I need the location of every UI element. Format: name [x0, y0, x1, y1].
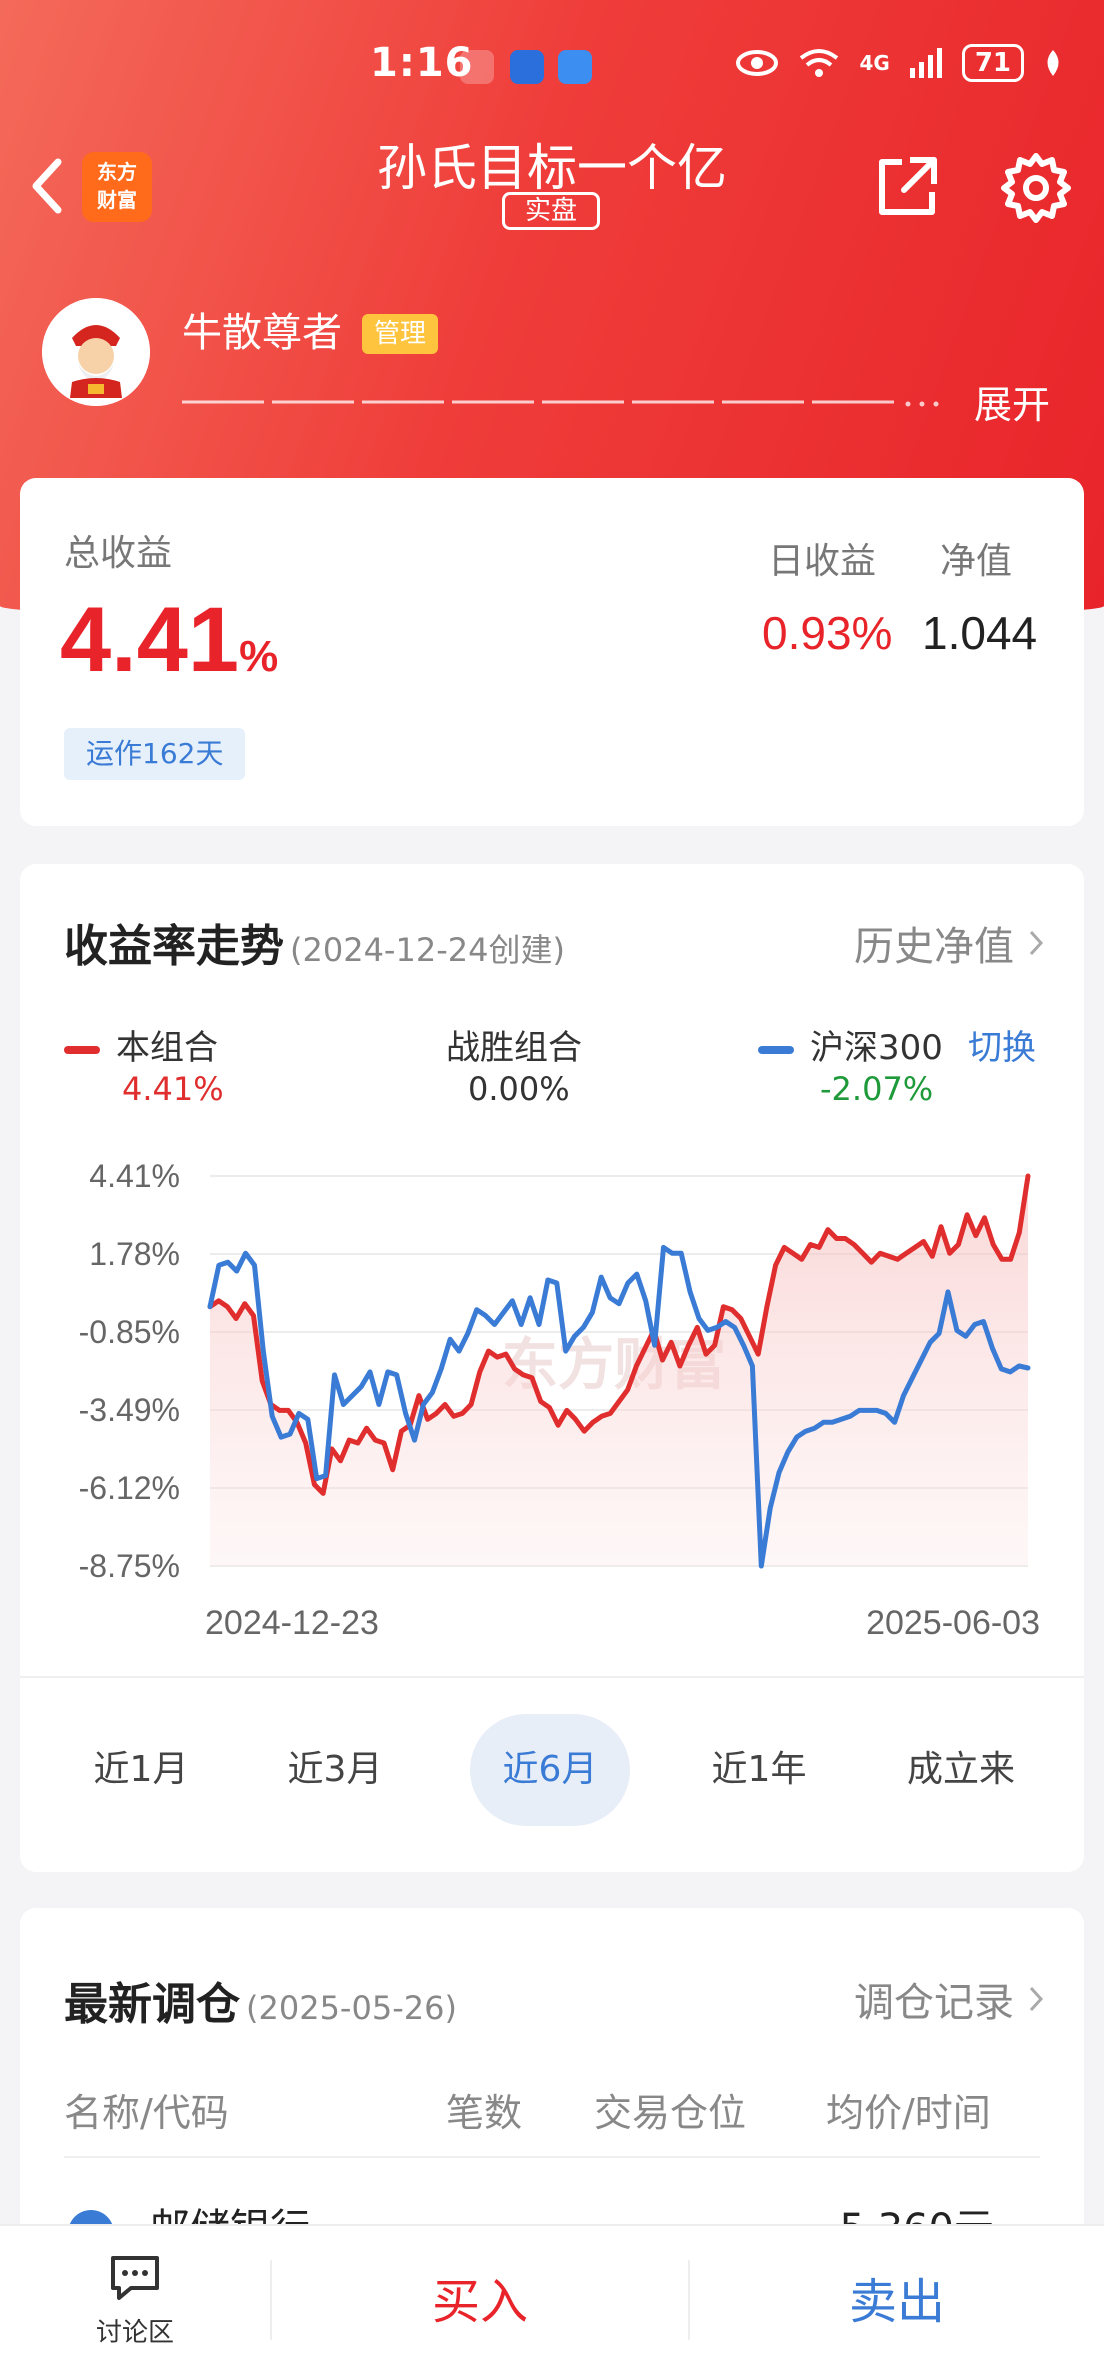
- running-days-badge: 运作162天: [64, 728, 246, 780]
- y-tick-label: -6.12%: [79, 1470, 180, 1506]
- battery-indicator: 71: [961, 44, 1024, 82]
- chevron-right-icon: [1029, 1986, 1044, 2012]
- x-tick-label: 2025-06-03: [866, 1604, 1040, 1642]
- weather-app-icon: [558, 50, 592, 84]
- chart-divider: [20, 1676, 1084, 1678]
- legend-portfolio-swatch: [64, 1045, 100, 1054]
- rebalance-record-link[interactable]: 调仓记录: [854, 1970, 1044, 2028]
- manager-badge: 管理: [362, 314, 439, 354]
- nav-value: 1.044: [922, 607, 1038, 659]
- total-return-value: 4.41%: [60, 588, 278, 693]
- col-position: 交易仓位: [594, 2091, 747, 2135]
- legend-hs300: 沪深300: [758, 1020, 943, 1069]
- real-trading-badge: 实盘: [502, 192, 600, 230]
- chevron-right-icon: [1029, 930, 1044, 956]
- rebalance-title-text: 最新调仓: [64, 1979, 240, 2030]
- legend-beat-name: 战胜组合: [446, 1028, 582, 1068]
- return-trend-chart[interactable]: 4.41%1.78%-0.85%-3.49%-6.12%-8.75%东方财富20…: [20, 864, 1084, 1644]
- fortune-god-icon: [42, 298, 150, 406]
- y-tick-label: -3.49%: [79, 1392, 180, 1428]
- separator: [688, 2260, 690, 2340]
- col-trades: 笔数: [446, 2091, 523, 2135]
- rebalance-date: (2025-05-26): [246, 1989, 457, 2027]
- legend-beat: 战胜组合: [446, 1020, 582, 1069]
- portfolio-series-line: [207, 1173, 1031, 1496]
- total-return-label: 总收益: [64, 533, 173, 574]
- gear-icon[interactable]: [998, 150, 1074, 226]
- trend-title-text: 收益率走势: [64, 921, 284, 972]
- daily-return-value: 0.93%: [762, 607, 893, 659]
- legend-portfolio: 本组合: [64, 1020, 218, 1069]
- period-tab-6m[interactable]: 近6月: [470, 1714, 630, 1826]
- trend-title: 收益率走势 (2024-12-24创建): [64, 910, 565, 974]
- total-return-number: 4.41: [60, 589, 240, 691]
- trend-card: 收益率走势 (2024-12-24创建) 历史净值 本组合 4.41% 战胜组合 …: [20, 864, 1084, 1872]
- share-icon[interactable]: [872, 152, 942, 222]
- signal-icon: [909, 48, 942, 78]
- history-nav-label: 历史净值: [854, 924, 1014, 970]
- discussion-button[interactable]: 讨论区: [90, 2252, 180, 2349]
- logo-text-bottom: 财富: [97, 188, 137, 212]
- period-tab-since-inception[interactable]: 成立来: [906, 1749, 1015, 1790]
- description-placeholder: [182, 400, 939, 407]
- avatar[interactable]: [42, 298, 150, 406]
- eye-icon: [736, 50, 779, 76]
- table-divider: [64, 2156, 1040, 2158]
- y-tick-label: 1.78%: [89, 1236, 180, 1272]
- network-label: 4G: [859, 51, 890, 75]
- rebalance-title: 最新调仓 (2025-05-26): [64, 1968, 457, 2032]
- hs300-series-line: [207, 1244, 1031, 1569]
- portfolio-title: 孙氏目标一个亿: [377, 139, 727, 197]
- legend-portfolio-value: 4.41%: [122, 1070, 224, 1108]
- created-date: (2024-12-24创建): [290, 931, 565, 969]
- app-logo: 东方 财富: [82, 152, 152, 222]
- buy-button[interactable]: 买入: [431, 2274, 528, 2330]
- wifi-icon: [800, 49, 839, 77]
- period-tab-1y[interactable]: 近1年: [711, 1749, 807, 1790]
- period-tab-1m[interactable]: 近1月: [93, 1749, 189, 1790]
- col-name-code: 名称/代码: [64, 2091, 229, 2135]
- legend-hs300-swatch: [758, 1045, 794, 1054]
- switch-benchmark-link[interactable]: 切换: [968, 1028, 1036, 1068]
- legend-hs300-name: 沪深300: [810, 1028, 943, 1068]
- leaf-icon: [1047, 50, 1059, 76]
- manager-name: 牛散尊者: [182, 310, 342, 356]
- y-tick-label: 4.41%: [89, 1158, 180, 1194]
- summary-card: 总收益 4.41% 运作162天 日收益 净值 0.93% 1.044: [20, 478, 1084, 826]
- nav-label: 净值: [940, 541, 1013, 582]
- status-time: 1:16: [370, 40, 474, 86]
- y-tick-label: -8.75%: [79, 1548, 180, 1584]
- sell-button[interactable]: 卖出: [848, 2274, 945, 2330]
- huawei-app-icon: [460, 50, 494, 84]
- legend-beat-value: 0.00%: [468, 1070, 570, 1108]
- history-nav-link[interactable]: 历史净值: [854, 914, 1044, 972]
- daily-return-label: 日收益: [768, 541, 877, 582]
- notification-app-icon: [510, 50, 544, 84]
- x-tick-label: 2024-12-23: [205, 1604, 379, 1642]
- rebalance-record-label: 调仓记录: [854, 1980, 1014, 2026]
- portfolio-area-fill: [210, 1176, 1028, 1566]
- legend-portfolio-name: 本组合: [116, 1028, 218, 1068]
- chat-bubble-icon: [111, 2256, 159, 2300]
- discussion-label: 讨论区: [95, 2318, 174, 2348]
- y-tick-label: -0.85%: [79, 1314, 180, 1350]
- total-return-unit: %: [239, 632, 279, 681]
- back-icon[interactable]: [22, 148, 72, 224]
- col-avg-price-time: 均价/时间: [826, 2091, 991, 2135]
- legend-hs300-value: -2.07%: [820, 1070, 934, 1108]
- logo-text-top: 东方: [97, 160, 137, 184]
- separator: [270, 2260, 272, 2340]
- expand-button[interactable]: 展开: [974, 383, 1051, 427]
- bottom-action-bar: 讨论区 买入 卖出: [0, 2224, 1104, 2376]
- status-bar: 1:16 4G 71: [0, 0, 1104, 132]
- period-tab-3m[interactable]: 近3月: [287, 1749, 383, 1790]
